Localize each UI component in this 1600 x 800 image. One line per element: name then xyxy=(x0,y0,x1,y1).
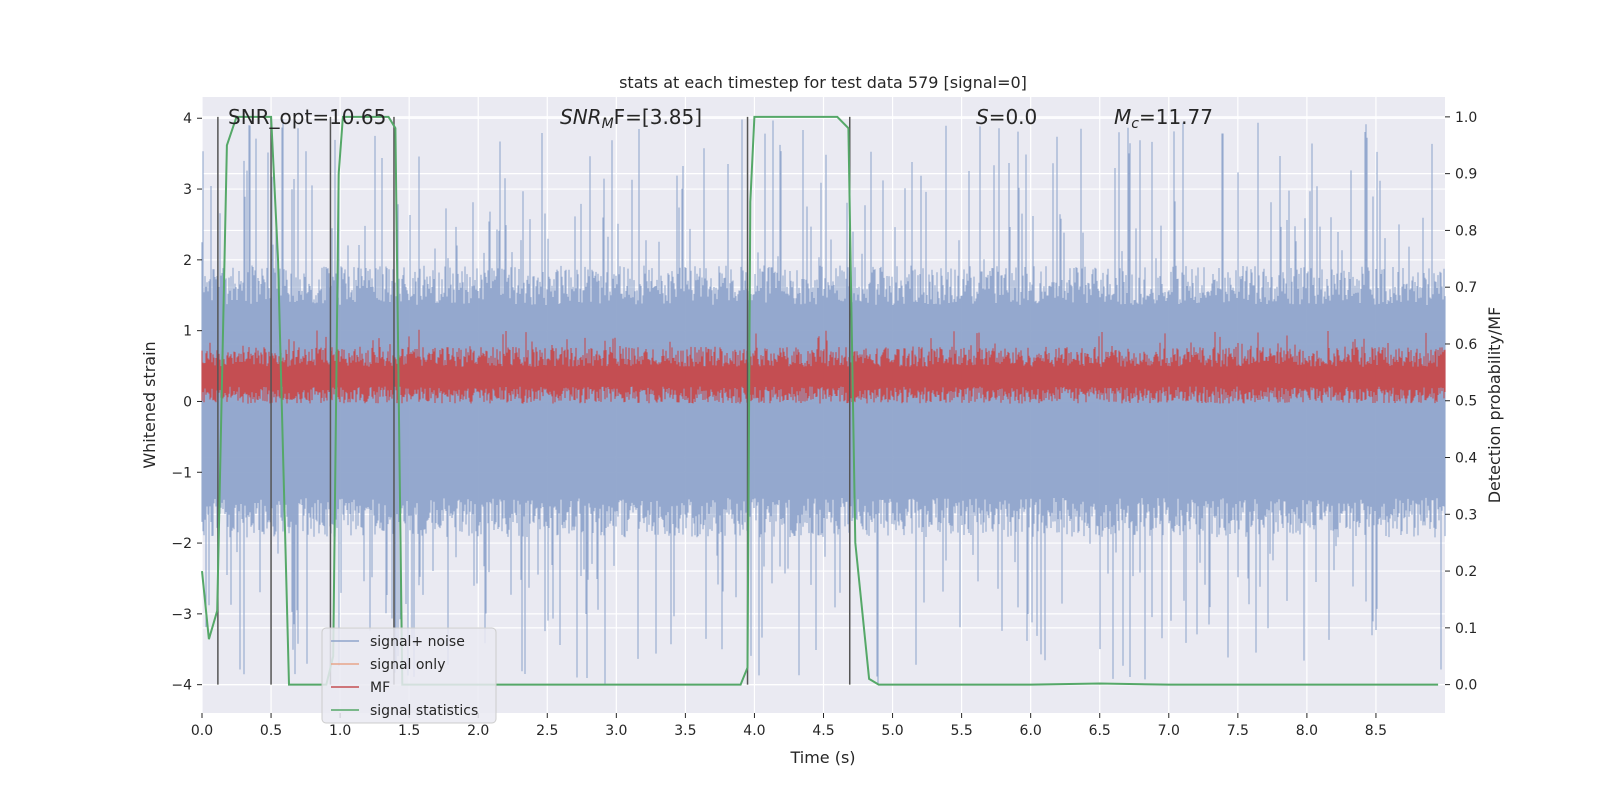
x-axis-label: Time (s) xyxy=(789,748,855,767)
chart-title: stats at each timestep for test data 579… xyxy=(619,73,1027,92)
y-tick-label-right-6: 0.4 xyxy=(1455,451,1477,467)
x-tick-label-7: 3.5 xyxy=(674,723,696,739)
x-tick-label-11: 5.5 xyxy=(950,723,972,739)
signal-statistics-line xyxy=(201,115,1439,686)
legend-box xyxy=(321,627,497,724)
legend-label-mf: MF xyxy=(370,680,390,696)
y-tick-label-left-6: −2 xyxy=(171,536,192,552)
x-tick-label-2: 1.0 xyxy=(329,723,351,739)
y-tick-label-right-4: 0.6 xyxy=(1455,337,1477,353)
annotation-mc: Mc=11.77 xyxy=(1114,105,1213,132)
annotation-snr-opt: SNR_opt=10.65 xyxy=(228,105,386,129)
y-tick-label-right-2: 0.8 xyxy=(1455,223,1477,239)
y-tick-label-right-0: 1.0 xyxy=(1455,110,1477,126)
annotation-snr-mf: SNRMF=[3.85] xyxy=(560,105,702,132)
y-tick-label-left-7: −3 xyxy=(171,607,192,623)
x-tick-label-10: 5.0 xyxy=(881,723,903,739)
y-tick-label-right-8: 0.2 xyxy=(1455,564,1477,580)
y-tick-label-right-10: 0.0 xyxy=(1455,678,1477,694)
x-tick-label-16: 8.0 xyxy=(1296,723,1318,739)
x-tick-label-8: 4.0 xyxy=(743,723,765,739)
x-tick-label-15: 7.5 xyxy=(1227,723,1249,739)
x-tick-label-17: 8.5 xyxy=(1365,723,1387,739)
y-tick-label-right-1: 0.9 xyxy=(1455,167,1477,183)
x-tick-label-14: 7.0 xyxy=(1158,723,1180,739)
legend-label-signal-only: signal only xyxy=(370,657,445,673)
y-tick-label-left-2: 2 xyxy=(183,253,192,269)
y-tick-label-left-0: 4 xyxy=(183,111,192,127)
y-tick-label-left-8: −4 xyxy=(171,678,192,694)
legend-label-signal-statistics: signal statistics xyxy=(370,703,478,719)
x-tick-label-12: 6.0 xyxy=(1020,723,1042,739)
x-tick-label-4: 2.0 xyxy=(467,723,489,739)
y-axis-label-left: Whitened strain xyxy=(140,341,159,468)
y-tick-label-right-5: 0.5 xyxy=(1455,394,1477,410)
y-axis-label-right: Detection probability/MF xyxy=(1485,307,1504,504)
x-tick-label-13: 6.5 xyxy=(1089,723,1111,739)
tick-labels: 0.0 0.5 1.0 1.5 2.0 2.5 3.0 3.5 4.0 4.5 5.0 5.5 6.0 6… xyxy=(171,110,1477,739)
x-tick-label-1: 0.5 xyxy=(260,723,282,739)
x-tick-label-3: 1.5 xyxy=(398,723,420,739)
y-tick-label-right-3: 0.7 xyxy=(1455,280,1477,296)
y-tick-label-left-1: 3 xyxy=(183,182,192,198)
x-tick-label-6: 3.0 xyxy=(605,723,627,739)
legend: signal+ noise signal only MF signal stat… xyxy=(321,627,497,724)
x-tick-label-9: 4.5 xyxy=(812,723,834,739)
x-tick-label-5: 2.5 xyxy=(536,723,558,739)
y-tick-label-left-3: 1 xyxy=(183,324,192,340)
series-mf xyxy=(201,329,1446,404)
legend-label-signal-noise: signal+ noise xyxy=(370,634,465,650)
x-tick-label-0: 0.0 xyxy=(191,723,213,739)
series-signal-statistics xyxy=(201,115,1439,686)
y-tick-label-right-7: 0.3 xyxy=(1455,507,1477,523)
y-tick-label-right-9: 0.1 xyxy=(1455,621,1477,637)
annotation-s: S=0.0 xyxy=(976,105,1037,129)
mf-trace xyxy=(201,329,1446,404)
y-tick-label-left-5: −1 xyxy=(171,465,192,481)
y-tick-label-left-4: 0 xyxy=(183,394,192,410)
